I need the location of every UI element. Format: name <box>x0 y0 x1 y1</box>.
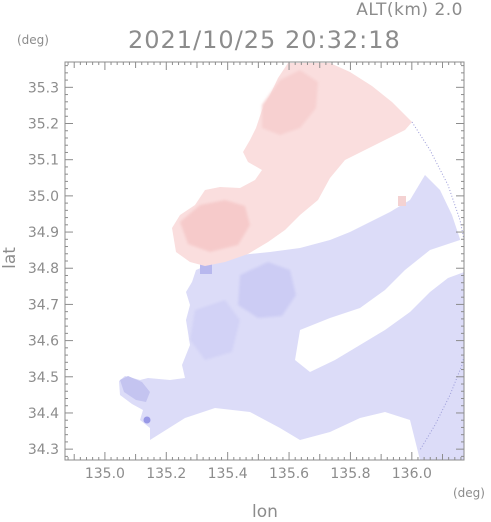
y-tick-label: 34.3 <box>28 442 59 458</box>
receding-small-patch <box>398 196 406 206</box>
zero-velocity-band-right <box>340 140 422 224</box>
zero-velocity-band-lower <box>150 408 420 460</box>
y-tick-label: 35.2 <box>28 117 59 133</box>
y-tick-label: 34.7 <box>28 297 59 313</box>
approaching-strong-patch-2 <box>190 300 240 360</box>
y-tick-label: 35.0 <box>28 189 59 205</box>
x-tick-label: 136.0 <box>392 466 432 482</box>
y-tick-label: 34.4 <box>28 406 59 422</box>
approaching-small-patch <box>200 264 212 274</box>
x-tick-label: 135.6 <box>269 466 309 482</box>
approaching-coast-patch <box>120 376 150 402</box>
approaching-strong-patch <box>238 262 296 318</box>
y-tick-label: 34.6 <box>28 334 59 350</box>
x-tick-label: 135.2 <box>146 466 186 482</box>
radar-range-edge <box>411 121 464 243</box>
y-tick-label: 34.8 <box>28 261 59 277</box>
y-tick-label: 34.5 <box>28 370 59 386</box>
y-unit-label: (deg) <box>17 33 49 47</box>
radar-range-edge-lower <box>419 354 464 451</box>
y-tick-label: 35.3 <box>28 80 59 96</box>
x-tick-label: 135.0 <box>85 466 125 482</box>
approaching-echo-region <box>119 175 464 460</box>
approaching-dot <box>143 416 151 424</box>
zero-velocity-band <box>295 240 464 372</box>
radar-echo-field <box>119 63 464 460</box>
x-tick-label: 135.8 <box>330 466 370 482</box>
receding-strong-patch-2 <box>262 70 318 135</box>
timestamp: 2021/10/25 20:32:18 <box>128 26 401 54</box>
altitude-label: ALT(km) 2.0 <box>356 0 463 20</box>
x-unit-label: (deg) <box>453 486 485 500</box>
y-tick-label: 35.1 <box>28 153 59 169</box>
axis-tick-labels: 135.0 135.2 135.4 135.6 135.8 136.0 35.3 35.2 35… <box>28 80 432 482</box>
y-tick-label: 34.9 <box>28 225 59 241</box>
receding-strong-patch <box>180 200 250 252</box>
x-axis-label: lon <box>252 502 278 522</box>
axis-ticks <box>65 62 464 460</box>
x-tick-label: 135.4 <box>208 466 248 482</box>
